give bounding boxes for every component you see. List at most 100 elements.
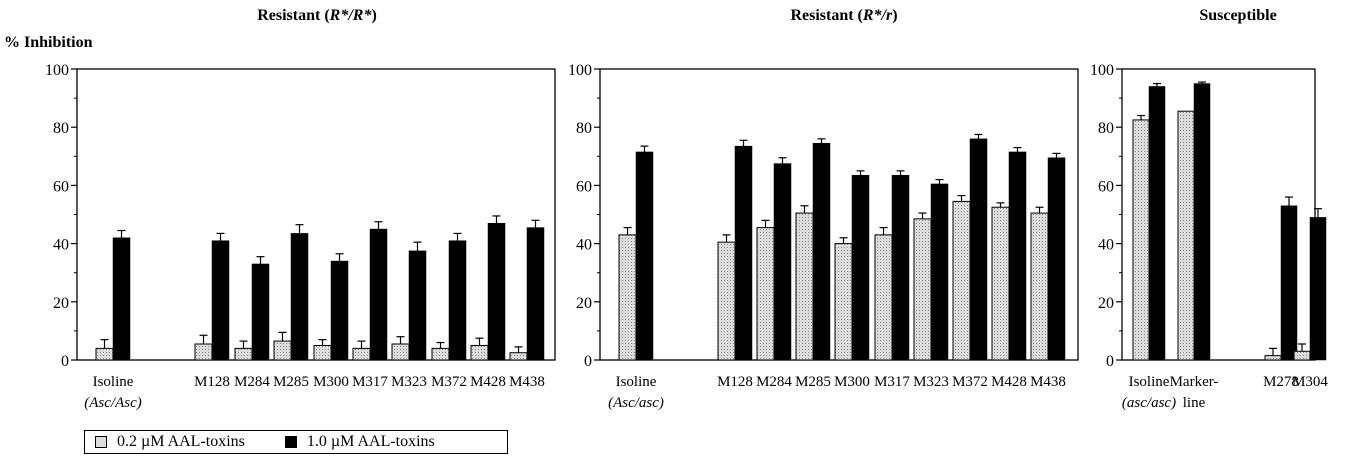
x-tick-label: M300 [313,374,349,390]
x-tick-label: M323 [913,374,949,390]
chart-panel-3: Susceptible 0 20 40 60 80 100 Isoline (asc/asc) M… [1090,7,1328,411]
bar-0-2uM [756,227,775,361]
bar-0-2uM [1030,212,1049,361]
x-tick-label: M428 [470,374,506,390]
x-tick-label: M284 [756,374,792,390]
bar-0-2uM [95,347,114,361]
y-tick-label: 80 [1098,120,1114,137]
x-tick-label: M128 [194,374,230,390]
x-tick-label: M428 [991,374,1027,390]
bar-0-2uM [313,344,332,361]
x-tick-label: Isoline [1129,374,1170,390]
bar-1-0uM [1008,151,1027,361]
panel-title: Susceptible [1199,7,1276,24]
bar-0-2uM [1177,110,1195,361]
y-tick-label: 40 [53,237,69,254]
x-tick-label: M372 [952,374,988,390]
bar-0-2uM [717,241,736,361]
y-tick-label: 80 [576,120,592,137]
y-tick-label: 0 [584,353,592,370]
y-tick-label: 100 [45,62,69,79]
y-tick-label: 100 [1090,62,1114,79]
y-tick-label: 0 [1106,353,1114,370]
chart-panel-1: Resistant (R*/R*) % Inhibition 0 20 40 60 80 10… [4,7,556,411]
bar-1-0uM [891,174,910,361]
bar-1-0uM [112,237,131,361]
bar-0-2uM [509,352,528,361]
y-tick-label: 60 [1098,178,1114,195]
plot-frame [76,68,556,361]
bar-1-0uM [330,260,349,361]
y-tick-label: 60 [576,178,592,195]
bar-1-0uM [290,233,309,361]
x-tick-label: M285 [795,374,831,390]
x-tick-label: M317 [874,374,910,390]
bar-0-2uM [273,340,292,361]
bar-1-0uM [930,183,949,361]
bar-0-2uM [1132,119,1150,361]
bar-1-0uM [369,228,388,361]
x-tick-sublabel: (Asc/asc) [608,395,664,411]
bar-0-2uM [431,347,450,361]
y-tick-label: 0 [61,353,69,370]
bar-1-0uM [1148,86,1166,361]
bar-0-2uM [470,344,489,361]
y-tick-label: 60 [53,178,69,195]
bar-1-0uM [812,142,831,361]
x-tick-label: M438 [1030,374,1066,390]
bar-1-0uM [1309,217,1327,361]
x-tick-label: M278 [1263,374,1299,390]
bar-0-2uM [874,234,893,361]
x-tick-label: M317 [352,374,388,390]
legend-swatch-light [95,436,107,448]
panel-title: Resistant (R*/r) [790,7,897,24]
bar-0-2uM [391,343,410,361]
bar-1-0uM [211,240,230,361]
y-tick-label: 40 [576,237,592,254]
bar-1-0uM [448,240,467,361]
y-tick-label: 20 [53,295,69,312]
legend-label-0-2: 0.2 µM AAL-toxins [117,433,245,450]
x-tick-label: M284 [234,374,270,390]
bar-0-2uM [795,212,814,361]
bar-1-0uM [1047,157,1066,361]
y-tick-label: 100 [568,62,592,79]
bar-1-0uM [635,151,654,361]
x-tick-label: Isoline [616,374,657,390]
y-tick-label: 20 [576,295,592,312]
x-tick-label: M128 [717,374,753,390]
x-tick-label: M285 [273,374,309,390]
bar-0-2uM [834,243,853,361]
bar-1-0uM [1280,205,1298,361]
bar-1-0uM [487,222,506,361]
x-tick-label: M304 [1292,374,1328,390]
x-tick-label: Marker- [1170,374,1219,390]
y-tick-label: 40 [1098,237,1114,254]
panel-title: Resistant (R*/R*) [257,7,377,24]
chart-panel-2: Resistant (R*/r) 0 20 40 60 80 100 Isoline (Asc/… [568,7,1079,411]
bar-0-2uM [913,218,932,361]
bar-1-0uM [969,138,988,361]
y-tick-label: 80 [53,120,69,137]
bar-1-0uM [851,174,870,361]
bar-1-0uM [773,163,792,361]
bar-0-2uM [1264,355,1282,361]
bar-0-2uM [618,234,637,361]
x-tick-sublabel: line [1183,395,1206,411]
x-tick-label: M438 [509,374,545,390]
bar-1-0uM [734,145,753,361]
legend: 0.2 µM AAL-toxins 1.0 µM AAL-toxins [84,430,508,454]
bar-0-2uM [352,347,371,361]
bar-1-0uM [526,227,545,361]
y-axis-label: % Inhibition [4,34,93,51]
bar-0-2uM [234,347,253,361]
bar-0-2uM [952,200,971,361]
bar-1-0uM [1193,83,1211,361]
bar-1-0uM [408,250,427,361]
y-tick-label: 20 [1098,295,1114,312]
legend-label-1-0: 1.0 µM AAL-toxins [306,433,435,450]
x-tick-sublabel: (asc/asc) [1122,395,1176,411]
x-tick-label: Isoline [93,374,134,390]
bar-1-0uM [251,263,270,361]
